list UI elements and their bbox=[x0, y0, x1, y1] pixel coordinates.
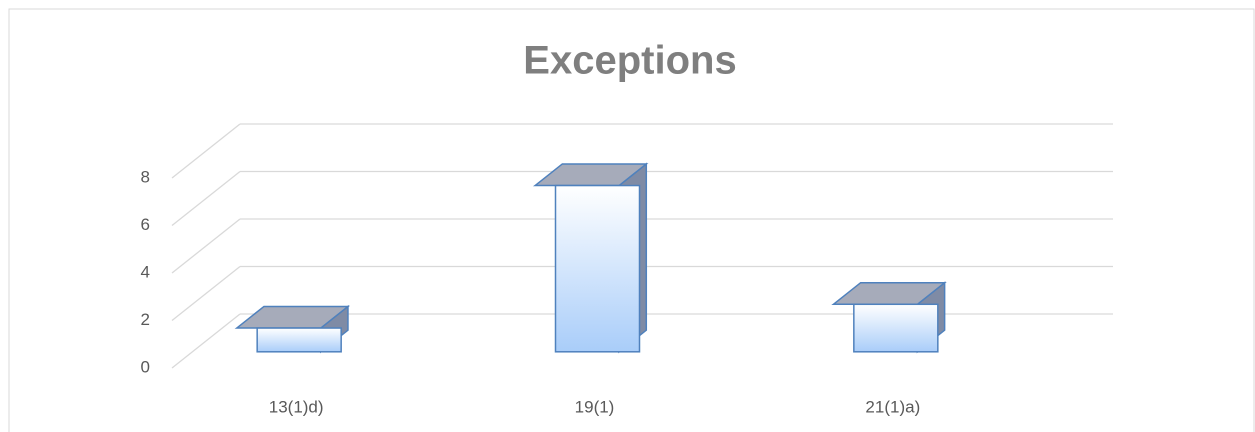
chart-border bbox=[8, 8, 1255, 432]
grid-line-side bbox=[171, 123, 241, 179]
grid-line-side bbox=[171, 170, 241, 227]
bar-front bbox=[554, 184, 641, 353]
grid-line-side bbox=[171, 265, 241, 322]
x-tick-label: 21(1)a) bbox=[865, 397, 920, 416]
grid-line-side bbox=[171, 218, 241, 274]
y-tick-label: 2 bbox=[141, 310, 150, 329]
grid-line-side bbox=[171, 313, 241, 369]
y-tick-label: 0 bbox=[141, 357, 150, 376]
bar bbox=[234, 304, 351, 354]
x-tick-label: 19(1) bbox=[575, 397, 615, 416]
chart-title: Exceptions bbox=[523, 39, 736, 83]
y-tick-label: 8 bbox=[141, 167, 150, 186]
y-tick-label: 4 bbox=[141, 262, 150, 281]
bar-front bbox=[256, 327, 342, 353]
x-tick-label: 13(1)d) bbox=[269, 397, 324, 416]
y-tick-label: 6 bbox=[141, 215, 150, 234]
bar-front bbox=[853, 303, 939, 353]
bar bbox=[532, 162, 649, 354]
bar bbox=[831, 281, 947, 354]
